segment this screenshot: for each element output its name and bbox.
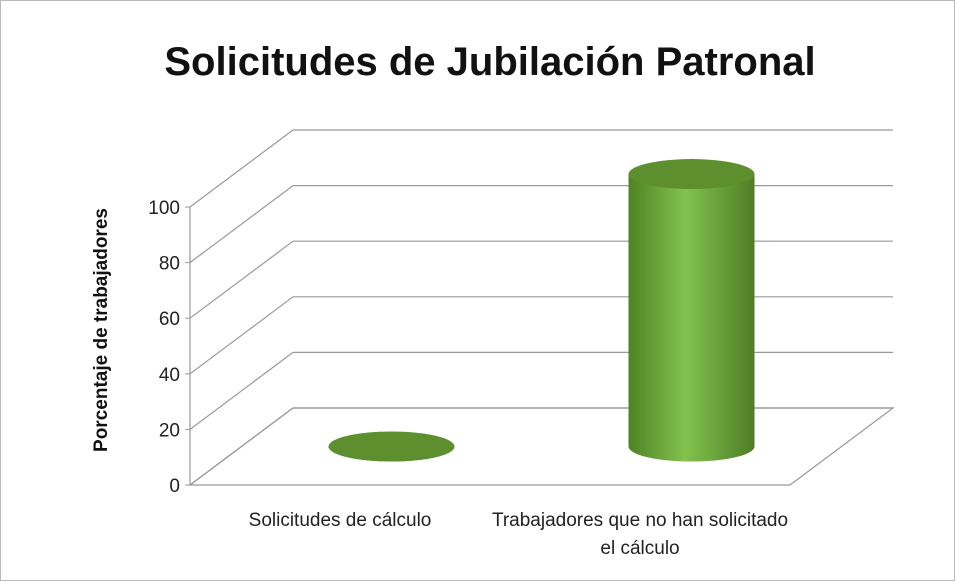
y-axis-label: Porcentaje de trabajadores (91, 208, 112, 452)
bar-top (328, 431, 455, 462)
y-tick-label: 40 (159, 365, 180, 386)
bar (628, 159, 755, 462)
grid-line (189, 129, 294, 208)
y-tick-label: 100 (148, 198, 180, 219)
grid-line (189, 407, 294, 486)
grid-line (189, 351, 294, 430)
grid-line (189, 185, 294, 264)
y-tick-label: 0 (169, 476, 180, 497)
y-tick-label: 60 (159, 309, 180, 330)
y-tick-label: 80 (159, 254, 180, 275)
y-tick-label: 20 (159, 420, 180, 441)
bar (328, 431, 455, 462)
grid-line (189, 240, 294, 319)
bar-top (628, 159, 755, 190)
chart-title: Solicitudes de Jubilación Patronal (164, 40, 815, 84)
bar-body (628, 174, 755, 462)
grid-line (189, 296, 294, 375)
x-tick-label: Trabajadores que no han solicitado el cá… (491, 510, 789, 559)
x-tick-label: Solicitudes de cálculo (248, 510, 432, 531)
